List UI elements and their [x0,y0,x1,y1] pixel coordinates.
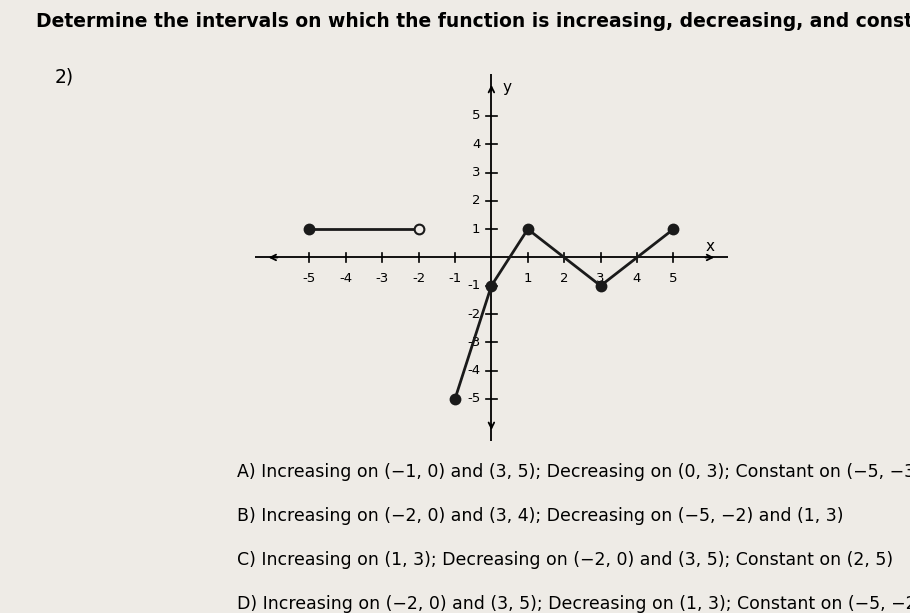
Text: 3: 3 [472,166,480,179]
Text: 2): 2) [55,67,74,86]
Text: Determine the intervals on which the function is increasing, decreasing, and con: Determine the intervals on which the fun… [36,12,910,31]
Text: -4: -4 [339,272,352,284]
Text: C) Increasing on (1, 3); Decreasing on (−2, 0) and (3, 5); Constant on (2, 5): C) Increasing on (1, 3); Decreasing on (… [237,551,893,569]
Text: 4: 4 [632,272,642,284]
Text: -1: -1 [449,272,461,284]
Text: -3: -3 [467,336,480,349]
Text: -4: -4 [468,364,480,377]
Text: 5: 5 [472,110,480,123]
Text: y: y [502,80,511,95]
Text: 2: 2 [472,194,480,207]
Text: 3: 3 [596,272,605,284]
Text: 5: 5 [669,272,678,284]
Text: x: x [705,238,714,254]
Text: A) Increasing on (−1, 0) and (3, 5); Decreasing on (0, 3); Constant on (−5, −3): A) Increasing on (−1, 0) and (3, 5); Dec… [237,463,910,481]
Text: 4: 4 [472,138,480,151]
Text: -2: -2 [467,308,480,321]
Text: 1: 1 [523,272,532,284]
Text: D) Increasing on (−2, 0) and (3, 5); Decreasing on (1, 3); Constant on (−5, −2): D) Increasing on (−2, 0) and (3, 5); Dec… [237,595,910,613]
Text: -5: -5 [467,392,480,405]
Text: -3: -3 [376,272,389,284]
Text: 2: 2 [560,272,569,284]
Text: -2: -2 [412,272,425,284]
Text: B) Increasing on (−2, 0) and (3, 4); Decreasing on (−5, −2) and (1, 3): B) Increasing on (−2, 0) and (3, 4); Dec… [237,507,843,525]
Text: -5: -5 [303,272,316,284]
Text: -1: -1 [467,280,480,292]
Text: 1: 1 [472,223,480,235]
